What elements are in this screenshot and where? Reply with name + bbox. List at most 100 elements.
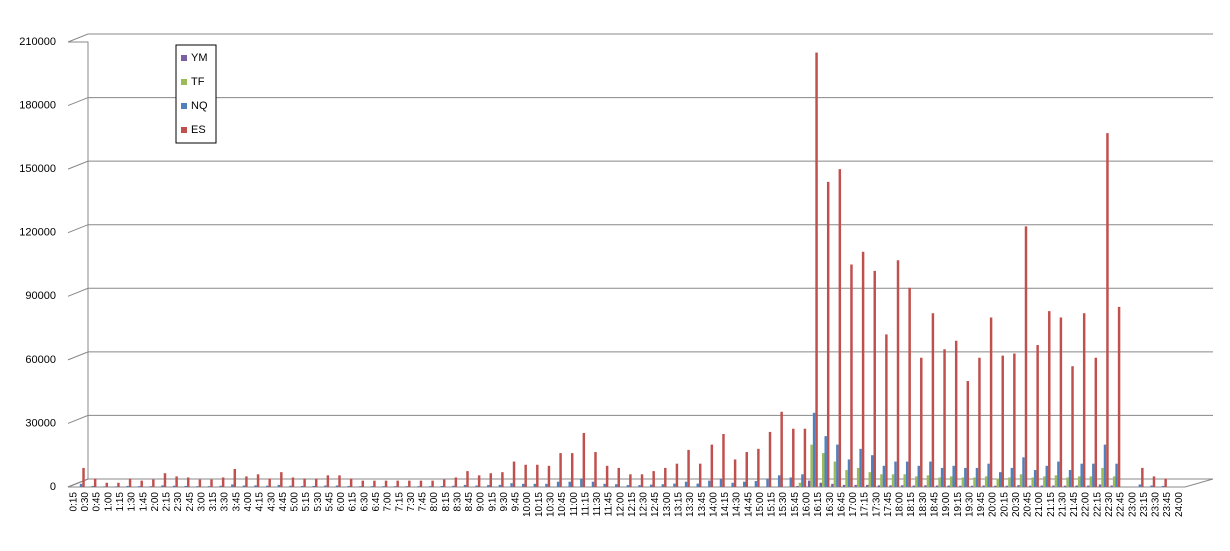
bar [140, 480, 143, 487]
bar [79, 483, 83, 487]
legend-label: YM [191, 52, 208, 64]
x-tick-label: 12:30 [639, 492, 650, 517]
bar [950, 476, 953, 487]
x-tick-label: 21:30 [1057, 492, 1068, 517]
bar [780, 411, 783, 487]
x-tick-label: 12:45 [650, 492, 661, 517]
x-tick-label: 22:45 [1116, 492, 1127, 517]
x-tick-label: 14:00 [708, 492, 719, 517]
bar [796, 485, 799, 487]
x-tick-label: 20:30 [1011, 492, 1022, 517]
bar [1040, 485, 1044, 487]
bar [103, 486, 106, 487]
bar [512, 461, 516, 487]
bar [1036, 345, 1039, 487]
bar [536, 464, 539, 487]
bar [789, 477, 793, 487]
bar [912, 485, 916, 487]
x-tick-label: 10:00 [522, 492, 533, 517]
bar [640, 474, 644, 487]
bar [487, 485, 490, 487]
bar [754, 481, 758, 487]
x-tick-label: 5:00 [290, 492, 301, 512]
x-tick-label: 23:15 [1139, 492, 1150, 517]
x-tick-label: 1:00 [103, 492, 114, 512]
bar [947, 485, 951, 487]
x-tick-label: 11:30 [592, 492, 603, 517]
bar [1008, 477, 1011, 487]
bar [822, 453, 825, 487]
bar [1082, 313, 1086, 487]
bar [757, 448, 760, 487]
x-tick-label: 0:15 [68, 492, 79, 512]
bar [1054, 475, 1058, 487]
x-tick-label: 15:15 [767, 492, 778, 517]
bar [900, 485, 904, 487]
x-tick-label: 23:45 [1162, 492, 1173, 517]
bar [733, 459, 737, 487]
bar [1045, 465, 1049, 487]
x-tick-label: 1:15 [115, 492, 126, 512]
bar [196, 486, 199, 487]
bar [989, 317, 993, 487]
x-tick-label: 15:45 [790, 492, 801, 517]
x-tick-label: 4:15 [255, 492, 266, 512]
x-tick-label: 13:00 [662, 492, 673, 517]
x-tick-label: 14:30 [732, 492, 743, 517]
x-tick-label: 3:00 [196, 492, 207, 512]
bar [1013, 353, 1016, 487]
bar [175, 476, 178, 487]
bar [885, 334, 888, 487]
bar [987, 463, 990, 487]
bar [1028, 485, 1032, 487]
bar [219, 485, 222, 487]
bar [675, 463, 679, 487]
bar [556, 481, 560, 487]
bar [847, 459, 851, 487]
bar [938, 477, 941, 487]
x-tick-label: 9:15 [487, 492, 498, 512]
bar [996, 478, 1000, 487]
bar [1052, 485, 1055, 487]
bar [1106, 133, 1109, 487]
y-tick-label: 90000 [25, 290, 56, 302]
legend-swatch [181, 103, 187, 109]
bar [954, 340, 958, 487]
bar [826, 181, 830, 487]
bar [335, 485, 339, 487]
bar [382, 486, 385, 487]
bar [137, 486, 141, 487]
bar [312, 485, 315, 487]
x-tick-label: 22:15 [1092, 492, 1103, 517]
bar [510, 483, 513, 487]
bar [1066, 477, 1069, 487]
legend-box [175, 44, 217, 144]
bar [940, 467, 944, 487]
bar [591, 481, 595, 487]
bar [265, 485, 269, 487]
bar [973, 477, 976, 487]
x-tick-label: 17:45 [883, 492, 894, 517]
x-tick-label: 2:30 [173, 492, 184, 512]
bar [1138, 484, 1142, 487]
bar [964, 467, 967, 487]
bar [1001, 355, 1004, 487]
legend-label: TF [191, 76, 205, 88]
x-tick-label: 8:15 [441, 492, 452, 512]
bar [533, 483, 537, 487]
bar [824, 436, 827, 487]
bar [1033, 470, 1037, 487]
bar [1152, 476, 1156, 487]
bar [221, 477, 225, 487]
bar [891, 474, 895, 487]
x-tick-label: 11:45 [604, 492, 615, 517]
x-tick-label: 9:00 [476, 492, 487, 512]
x-tick-label: 8:30 [452, 492, 463, 512]
bar [126, 485, 129, 487]
bar [1077, 476, 1081, 487]
x-tick-label: 13:15 [674, 492, 685, 517]
x-tick-label: 20:45 [1023, 492, 1034, 517]
bar [833, 461, 837, 487]
bar [880, 474, 883, 487]
